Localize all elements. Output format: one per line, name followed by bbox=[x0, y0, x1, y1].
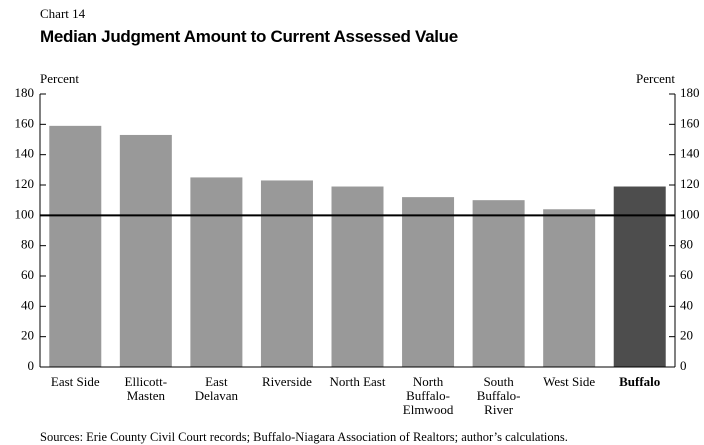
x-tick-label: Buffalo bbox=[619, 374, 661, 389]
y-tick-label: 0 bbox=[28, 358, 35, 373]
x-tick-label: North Buffalo- Elmwood bbox=[402, 374, 454, 417]
y2-tick-label: 120 bbox=[680, 176, 700, 191]
y-tick-label: 60 bbox=[21, 267, 34, 282]
y2-tick-label: 80 bbox=[680, 237, 693, 252]
bar bbox=[402, 197, 455, 367]
bar bbox=[543, 209, 596, 367]
chart-title: Median Judgment Amount to Current Assess… bbox=[40, 27, 458, 46]
y2-tick-label: 180 bbox=[680, 85, 700, 100]
bar bbox=[119, 134, 172, 367]
y2-tick-label: 20 bbox=[680, 328, 693, 343]
bar bbox=[472, 200, 525, 367]
x-tick-label: South Buffalo- River bbox=[476, 374, 521, 417]
y-tick-label: 20 bbox=[21, 328, 34, 343]
y-tick-label: 40 bbox=[21, 297, 34, 312]
x-tick-label: Ellicott- Masten bbox=[124, 374, 168, 403]
y2-tick-label: 0 bbox=[680, 358, 687, 373]
y2-tick-label: 60 bbox=[680, 267, 693, 282]
kicker: Chart 14 bbox=[40, 6, 86, 21]
y-axis-label: Percent bbox=[40, 71, 79, 86]
bar bbox=[190, 177, 243, 367]
x-tick-label: North East bbox=[329, 374, 386, 389]
y2-tick-label: 100 bbox=[680, 206, 700, 221]
y-tick-label: 100 bbox=[15, 206, 35, 221]
y-tick-label: 80 bbox=[21, 237, 34, 252]
bar bbox=[613, 186, 666, 367]
x-tick-label: East Delavan bbox=[194, 374, 239, 403]
y2-tick-label: 140 bbox=[680, 146, 700, 161]
bar bbox=[331, 186, 384, 367]
y-tick-label: 160 bbox=[15, 115, 35, 130]
y2-tick-label: 160 bbox=[680, 115, 700, 130]
y2-axis-label: Percent bbox=[636, 71, 675, 86]
bar bbox=[49, 125, 102, 367]
y-tick-label: 140 bbox=[15, 146, 35, 161]
x-tick-label: East Side bbox=[50, 374, 100, 389]
x-tick-label: Riverside bbox=[262, 374, 312, 389]
bar bbox=[260, 180, 313, 367]
y-tick-label: 180 bbox=[15, 85, 35, 100]
y2-tick-label: 40 bbox=[680, 297, 693, 312]
source-note: Sources: Erie County Civil Court records… bbox=[40, 430, 568, 444]
y-tick-label: 120 bbox=[15, 176, 35, 191]
x-tick-label: West Side bbox=[543, 374, 596, 389]
